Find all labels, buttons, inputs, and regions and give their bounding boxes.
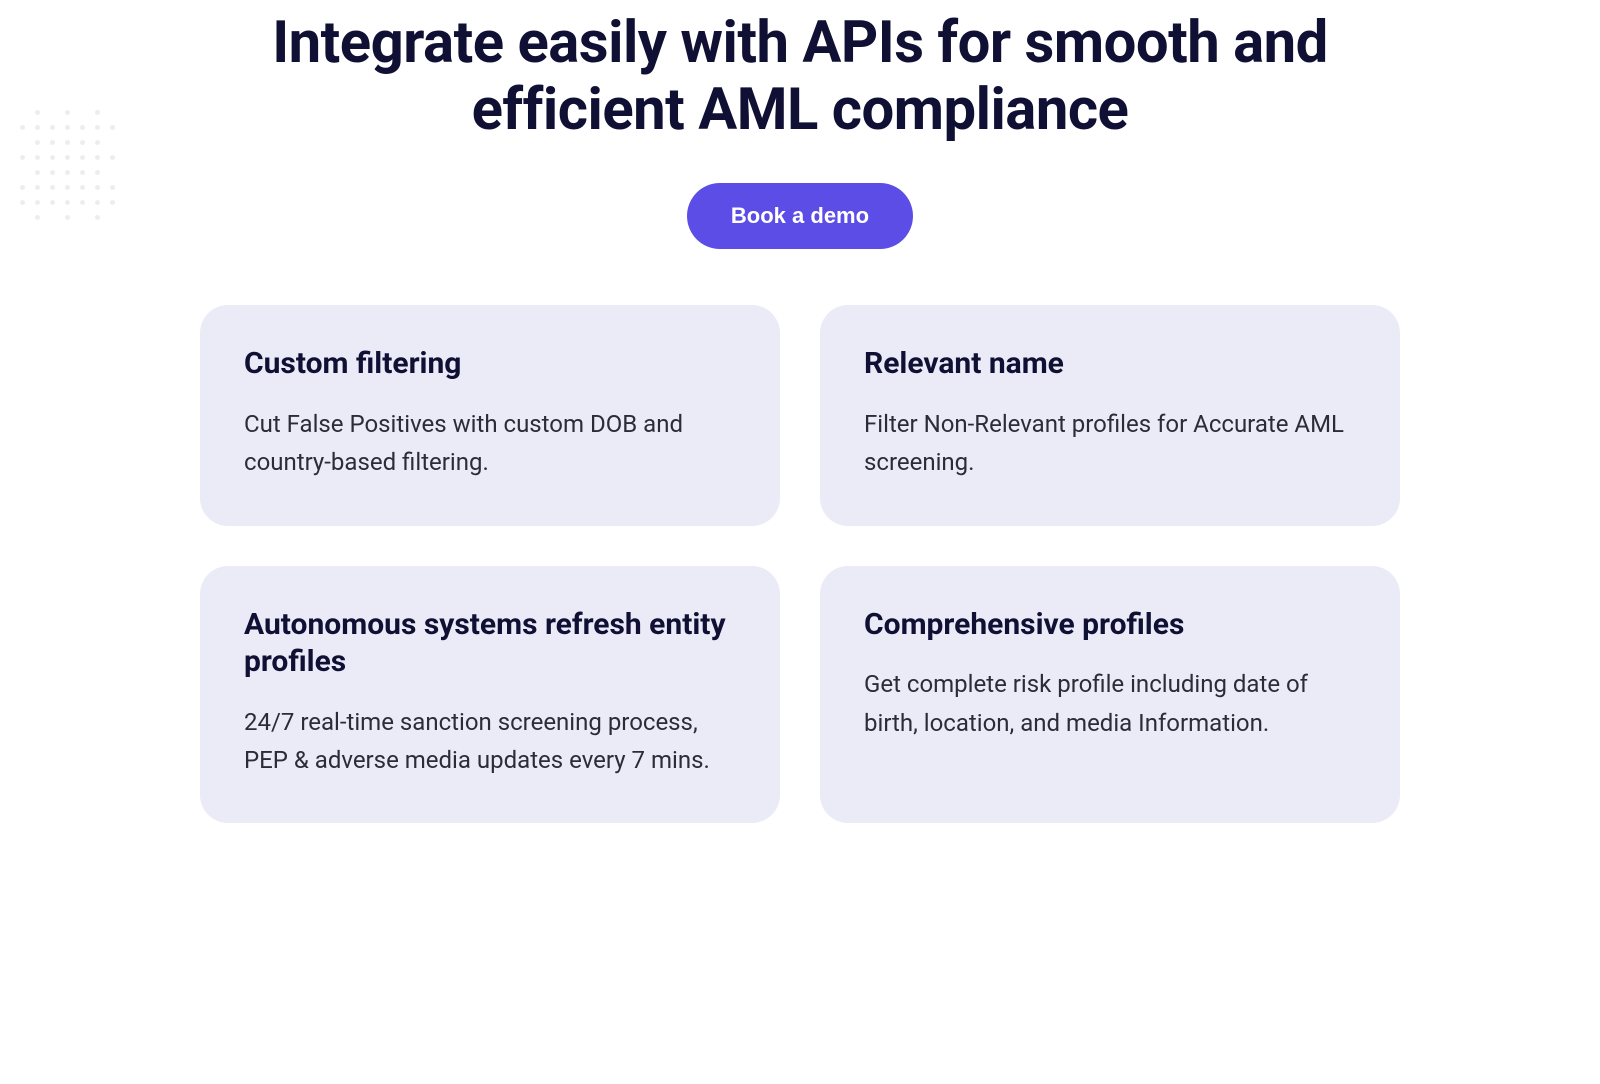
feature-body: 24/7 real-time sanction screening proces… — [244, 703, 736, 780]
feature-card-custom-filtering: Custom filtering Cut False Positives wit… — [200, 305, 780, 525]
feature-title: Autonomous systems refresh entity profil… — [244, 606, 736, 681]
feature-title: Custom filtering — [244, 345, 736, 383]
feature-card-autonomous-systems: Autonomous systems refresh entity profil… — [200, 566, 780, 824]
feature-card-relevant-name: Relevant name Filter Non-Relevant profil… — [820, 305, 1400, 525]
feature-body: Cut False Positives with custom DOB and … — [244, 405, 736, 482]
page-section: Integrate easily with APIs for smooth an… — [160, 0, 1440, 863]
feature-card-comprehensive-profiles: Comprehensive profiles Get complete risk… — [820, 566, 1400, 824]
decorative-dot-pattern — [20, 110, 180, 270]
feature-body: Get complete risk profile including date… — [864, 665, 1356, 742]
book-demo-button[interactable]: Book a demo — [687, 183, 913, 249]
hero: Integrate easily with APIs for smooth an… — [200, 10, 1400, 249]
feature-title: Relevant name — [864, 345, 1356, 383]
feature-body: Filter Non-Relevant profiles for Accurat… — [864, 405, 1356, 482]
feature-title: Comprehensive profiles — [864, 606, 1356, 644]
page-headline: Integrate easily with APIs for smooth an… — [250, 10, 1350, 143]
feature-grid: Custom filtering Cut False Positives wit… — [200, 305, 1400, 823]
